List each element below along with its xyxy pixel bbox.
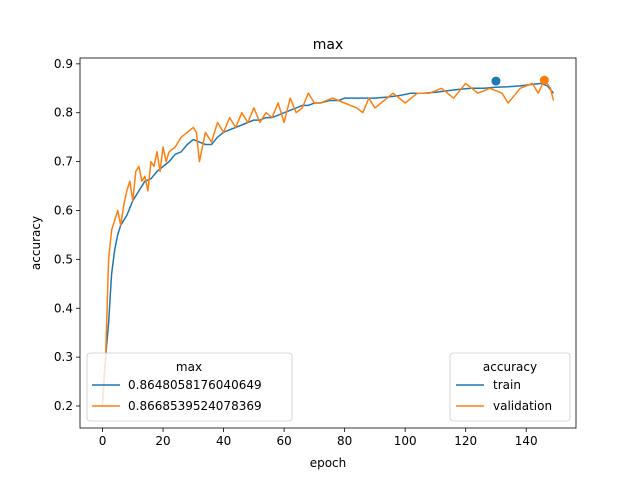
y-tick-label: 0.3 — [54, 350, 73, 364]
max-marker-validation — [539, 75, 549, 85]
plot-border — [79, 57, 577, 429]
legend-max: max 0.8648058176040649 0.866853952407836… — [86, 352, 293, 422]
max-marker-train — [491, 76, 501, 86]
x-tick-label: 60 — [276, 434, 291, 448]
y-tick-label: 0.8 — [54, 106, 73, 120]
y-tick-label: 0.5 — [54, 252, 73, 266]
x-axis: 0 20 40 60 80 100 120 140 — [99, 428, 538, 448]
legend-accuracy-title: accuracy — [483, 360, 537, 374]
legend-accuracy: accuracy train validation — [449, 352, 571, 422]
y-tick-label: 0.6 — [54, 203, 73, 217]
series-layer — [101, 78, 555, 407]
x-tick-label: 20 — [155, 434, 170, 448]
y-tick-label: 0.4 — [54, 301, 73, 315]
legend-max-frame — [86, 352, 293, 422]
y-tick-label: 0.9 — [54, 57, 73, 71]
legend-accuracy-label-train: train — [493, 378, 521, 392]
x-tick-label: 40 — [216, 434, 231, 448]
x-tick-label: 140 — [515, 434, 538, 448]
max-marker-layer — [491, 75, 549, 86]
y-axis-label: accuracy — [29, 216, 43, 270]
series-line-validation — [101, 78, 555, 407]
legend-max-title: max — [176, 360, 202, 374]
chart-title: max — [313, 37, 344, 53]
x-tick-label: 80 — [337, 434, 352, 448]
x-tick-label: 0 — [99, 434, 107, 448]
x-tick-label: 120 — [454, 434, 477, 448]
y-axis: 0.2 0.3 0.4 0.5 0.6 0.7 0.8 0.9 — [54, 57, 80, 413]
x-tick-label: 100 — [394, 434, 417, 448]
y-tick-label: 0.2 — [54, 399, 73, 413]
y-tick-label: 0.7 — [54, 155, 73, 169]
legend-accuracy-frame — [449, 352, 571, 422]
legend-max-label-validation: 0.8668539524078369 — [128, 399, 262, 413]
legend-max-label-train: 0.8648058176040649 — [128, 378, 262, 392]
x-axis-label: epoch — [310, 456, 347, 470]
legend-accuracy-label-validation: validation — [493, 399, 552, 413]
